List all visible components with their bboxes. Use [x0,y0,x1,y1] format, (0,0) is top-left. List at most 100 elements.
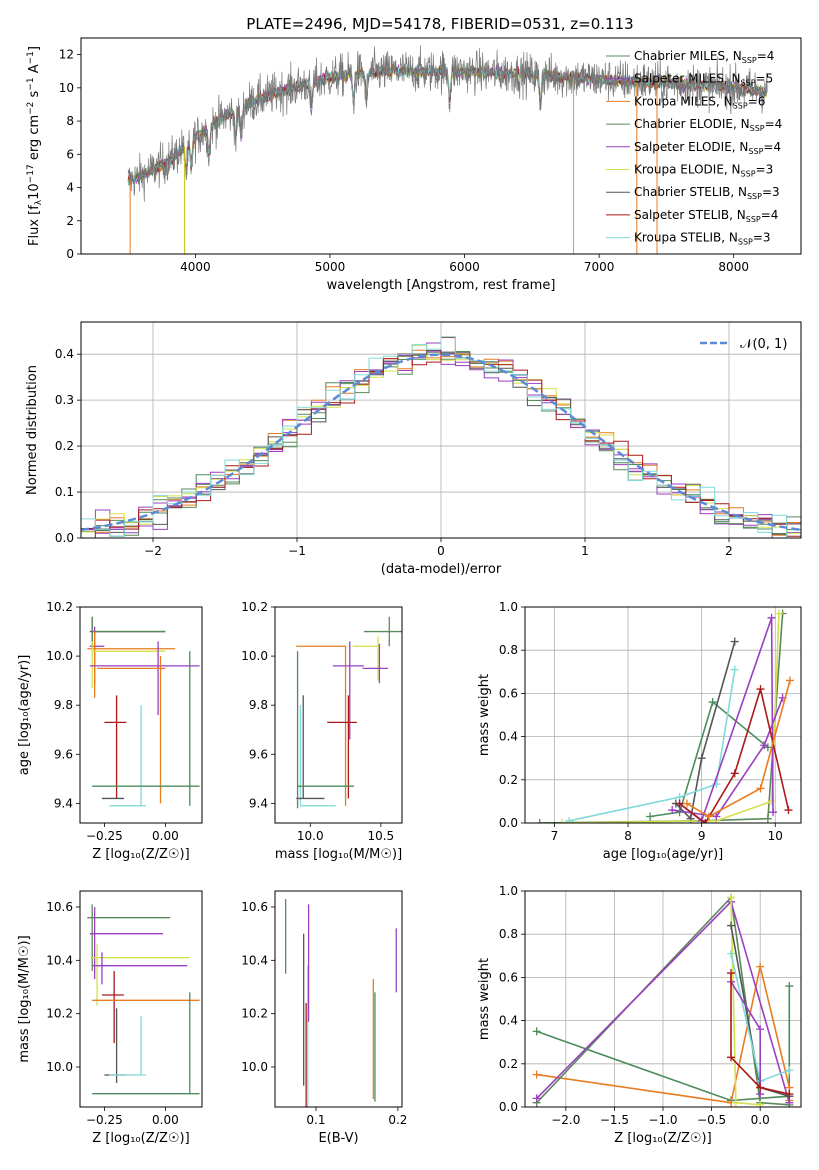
y-axis-label: mass weight [477,958,492,1040]
y-tick-label: 9.8 [249,698,268,712]
x-tick-label: −1 [288,544,306,558]
normal-distribution-curve [81,353,801,532]
y-tick-label: 8 [66,114,74,128]
label-part: −2 [26,102,36,115]
y-tick-label: 2 [66,214,74,228]
residual-histogram-step [81,336,801,538]
y-tick-label: 10.4 [241,953,268,967]
y-tick-label: 0.4 [499,730,518,744]
mass-weight-marker [760,741,769,750]
label-part: 10 [27,183,42,200]
x-tick-label: 0 [437,544,445,558]
legend-entry: Chabrier MILES, NSSP=4 [634,49,774,65]
axes-frame [274,890,403,1108]
mass-weight-marker [756,1083,765,1092]
mass-weight-marker [785,982,794,991]
x-axis-label: Z [log₁₀(Z/Z☉)] [614,1131,711,1146]
x-tick-label: 1 [581,544,589,558]
legend-text: Salpeter MILES, N [634,72,741,86]
y-tick-label: 0.8 [499,643,518,657]
legend-sub: SSP [746,215,761,224]
y-tick-label: 9.6 [54,747,73,761]
legend-value: =5 [756,72,774,86]
mass-weight-marker [727,949,736,958]
mass-weight-marker [646,812,655,821]
x-axis-label: (data-model)/error [381,562,502,577]
mass-weight-marker [535,819,544,823]
y-tick-label: 10.2 [241,600,268,614]
y-tick-label: 10 [59,81,74,95]
mass-weight-marker [727,893,736,902]
x-tick-label: 5000 [315,260,346,274]
observed-spectrum-line [127,45,768,202]
mass-weight-vs-metallicity-panel: −2.0 −1.5 −1.0 −0.5 0.0 0.0 0.2 0.4 0.6 0.8 1.0 Z [… [477,884,802,1146]
x-tick-label: 8000 [718,260,749,274]
legend-text: Chabrier MILES, N [634,49,742,63]
mass-weight-marker [532,1070,541,1079]
mass-weight-marker [756,784,765,793]
x-axis-label: Z [log₁₀(Z/Z☉)] [92,1131,189,1146]
y-tick-label: 0.0 [499,816,518,830]
label-part: erg cm [27,115,42,164]
y-axis-label: Normed distribution [25,365,40,495]
x-tick-label: −1.5 [600,1113,629,1127]
mass-weight-marker [532,1094,541,1103]
y-tick-label: 0.2 [499,773,518,787]
mass-weight-marker [675,799,684,808]
legend-entry: Kroupa ELODIE, NSSP=3 [634,163,773,179]
y-tick-label: 0.3 [55,393,74,407]
y-axis-label: Flux [fλ10−17 erg cm−2 s−1 A−1] [26,46,44,246]
x-axis-label: age [log₁₀(age/yr)] [603,847,724,862]
x-tick-label: 8 [624,829,632,843]
y-tick-label: 1.0 [499,600,518,614]
x-tick-label: −0.5 [697,1113,726,1127]
y-tick-label: 0.6 [499,970,518,984]
plot-area [87,616,200,807]
legend-sub: SSP [742,56,757,65]
spectrum-panel: 4000 5000 6000 7000 8000 0 2 4 6 8 10 12 wavelength … [26,37,802,293]
label-part: ] [27,46,42,51]
mass-weight-marker [730,769,739,778]
y-tick-label: 0.6 [499,686,518,700]
y-tick-label: 10.6 [46,900,73,914]
x-tick-label: −0.25 [86,1113,123,1127]
x-tick-label: 10 [768,829,783,843]
axes-frame [274,606,403,824]
legend-sub: SSP [733,101,748,110]
y-tick-label: 0.1 [55,485,74,499]
legend-value: =4 [763,140,781,154]
x-tick-label: 4000 [180,260,211,274]
mass-weight-marker [708,698,717,707]
legend-value: =4 [765,117,783,131]
legend-value: =3 [756,163,774,177]
mass-weight-marker [774,609,783,618]
y-tick-label: 10.0 [46,649,73,663]
mass-weight-marker [668,806,677,815]
mass-weight-marker [727,921,736,930]
legend-text: Kroupa ELODIE, N [634,163,741,177]
mass-weight-marker [532,1027,541,1036]
x-axis-label: mass [log₁₀(M/M☉)] [275,847,402,862]
label-part: s [27,90,42,101]
y-tick-label: 9.8 [54,698,73,712]
x-tick-label: −1.0 [648,1113,677,1127]
y-tick-label: 0.2 [499,1057,518,1071]
y-tick-label: 1.0 [499,884,518,898]
y-tick-label: 10.2 [241,1007,268,1021]
age-vs-metallicity-panel: −0.25 0.00 9.4 9.6 9.8 10.0 10.2 Z [log₁₀(Z/Z☉)… [17,600,203,862]
legend-value: =3 [753,231,771,245]
y-tick-label: 0 [66,247,74,261]
mass-weight-line [561,613,780,823]
y-axis-label: mass weight [477,674,492,756]
y-tick-label: 12 [59,48,74,62]
residual-histogram-panel: −2 −1 0 1 2 0.0 0.1 0.2 0.3 0.4 (data-model)/error… [25,321,802,577]
x-tick-label: 0.00 [152,1113,179,1127]
y-axis-label: mass [log₁₀(M/M☉)] [17,935,32,1062]
legend-entry: Salpeter ELODIE, NSSP=4 [634,140,781,156]
mass-weight-marker [756,962,765,971]
x-tick-label: 7 [551,829,559,843]
x-tick-label: 0.1 [306,1113,325,1127]
y-tick-label: 9.4 [54,796,73,810]
y-tick-label: 0.2 [55,439,74,453]
x-tick-label: −2.0 [551,1113,580,1127]
